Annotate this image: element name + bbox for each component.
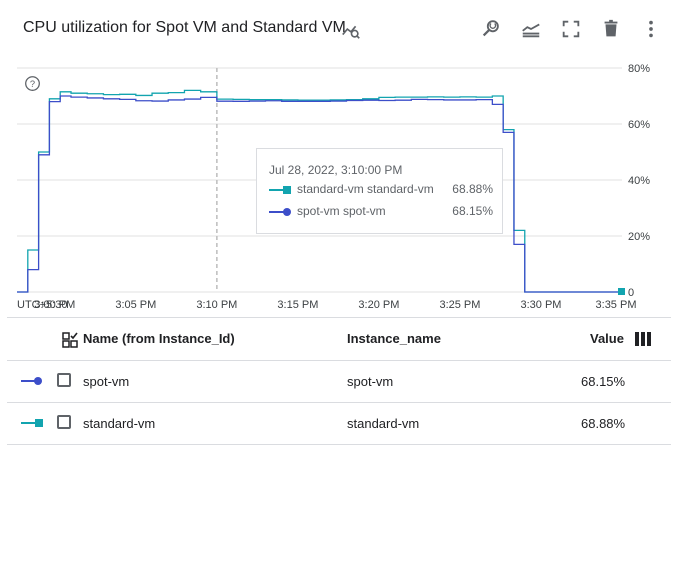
delete-icon[interactable]: [598, 16, 624, 42]
standard-series-square-icon: [21, 419, 43, 427]
spot-series-circle-icon: [269, 208, 291, 216]
legend-toggle-icon[interactable]: [518, 16, 544, 42]
y-tick-label: 80%: [628, 63, 650, 75]
column-header-instance[interactable]: Instance_name: [347, 331, 441, 346]
standard-vm-series-line: [17, 89, 622, 293]
row-value: 68.15%: [581, 374, 626, 389]
column-header-value[interactable]: Value: [590, 331, 624, 346]
y-tick-label: 20%: [628, 231, 650, 243]
hover-tooltip: Jul 28, 2022, 3:10:00 PM standard-vm sta…: [256, 148, 503, 234]
tooltip-series-value: 68.88%: [452, 182, 493, 196]
spot-series-circle-icon: [21, 377, 42, 385]
y-tick-label: 60%: [628, 119, 650, 131]
analyze-icon[interactable]: [340, 19, 362, 41]
column-settings-icon[interactable]: [635, 332, 651, 346]
standard-vm-end-marker: [618, 288, 625, 295]
x-tick-label: 3:10 PM: [196, 299, 237, 311]
column-header-name[interactable]: Name (from Instance_Id): [83, 331, 235, 346]
tooltip-time: Jul 28, 2022, 3:10:00 PM: [269, 163, 403, 177]
x-tick-label: 3:20 PM: [358, 299, 399, 311]
chart-title: CPU utilization for Spot VM and Standard…: [23, 19, 346, 36]
help-icon[interactable]: ?: [24, 75, 41, 92]
row-instance-name: standard-vm: [347, 416, 420, 431]
row-name: standard-vm: [83, 416, 156, 431]
tooltip-series-name: spot-vm spot-vm: [297, 204, 386, 218]
standard-series-square-icon: [269, 186, 291, 194]
x-tick-label: 3:35 PM: [596, 299, 637, 311]
table-row[interactable]: standard-vm standard-vm 68.88%: [7, 403, 671, 445]
x-tick-label: 3:00 PM: [34, 299, 75, 311]
row-name: spot-vm: [83, 374, 130, 389]
cpu-line-chart[interactable]: 80% 60% 40% 20% 0 UTC+5:303:00 PM 3:05 PM 3:10 …: [0, 55, 674, 315]
tooltip-series-value: 68.15%: [452, 204, 493, 218]
x-tick-label: 3:30 PM: [520, 299, 561, 311]
row-checkbox[interactable]: [57, 373, 71, 387]
svg-text:?: ?: [30, 79, 35, 89]
x-tick-label: 3:25 PM: [439, 299, 480, 311]
column-select-icon[interactable]: [62, 332, 78, 348]
row-checkbox[interactable]: [57, 415, 71, 429]
tooltip-series-name: standard-vm standard-vm: [297, 182, 434, 196]
more-vert-icon[interactable]: [638, 16, 664, 42]
zoom-reset-icon[interactable]: [478, 16, 504, 42]
table-row[interactable]: spot-vm spot-vm 68.15%: [7, 361, 671, 403]
x-tick-label: 3:05 PM: [115, 299, 156, 311]
tooltip-row-spot: spot-vm spot-vm 68.15%: [269, 204, 493, 220]
spot-vm-series-line: [17, 95, 622, 293]
x-tick-label: 3:15 PM: [277, 299, 318, 311]
y-tick-label: 40%: [628, 175, 650, 187]
x-tick-label: UTC+5:30: [17, 299, 67, 311]
tooltip-row-standard: standard-vm standard-vm 68.88%: [269, 182, 493, 198]
row-value: 68.88%: [581, 416, 626, 431]
y-tick-label: 0: [628, 287, 634, 299]
row-instance-name: spot-vm: [347, 374, 394, 389]
fullscreen-icon[interactable]: [558, 16, 584, 42]
table-header-row: Name (from Instance_Id) Instance_name Va…: [7, 317, 671, 361]
